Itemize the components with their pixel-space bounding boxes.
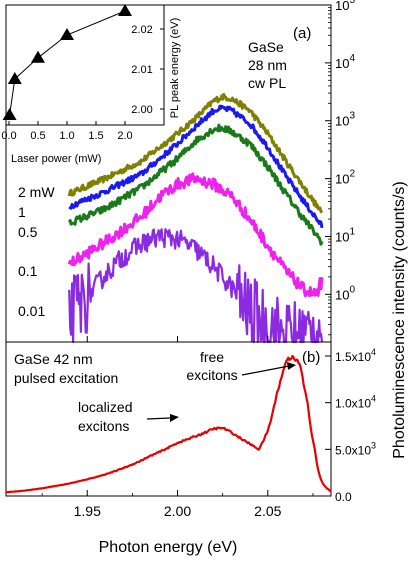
inset-point: [7, 72, 22, 84]
panel-a-label: (a): [293, 25, 311, 42]
series-line-3: [67, 123, 324, 246]
panel-a-series-labels: 2 mW 1 0.5 0.1 0.01: [18, 184, 55, 319]
inset-marks: [2, 4, 132, 120]
series-label-3: 0.5: [18, 224, 38, 240]
callout-localized-arrowhead: [170, 414, 179, 422]
series-line-b: [5, 354, 332, 494]
y-tick-label-b: 1.5x104: [335, 347, 376, 364]
inset-x-tick-label: 0.0: [1, 130, 16, 142]
inset-x-tick-label: 1.5: [88, 130, 103, 142]
y-tick-label-a: 100: [335, 284, 355, 302]
inset-point: [31, 50, 45, 63]
y-axis-label: Photoluminescence intensity (counts/s): [391, 181, 408, 458]
y-tick-label-a: 105: [335, 0, 355, 13]
y-tick-label-b: 5.0x103: [335, 440, 376, 457]
panel-b-annotation-line-1: GaSe 42 nm: [14, 351, 93, 367]
inset-y-tick-label: 2.00: [131, 104, 152, 116]
panel-b-frame: [5, 341, 332, 497]
inset-x-tick-label: 2.0: [117, 130, 132, 142]
inset-x-tick-label: 1.0: [59, 130, 74, 142]
callout-localized-arrow: [146, 417, 171, 420]
callout-localized-line-1: localized: [78, 399, 132, 415]
inset-point: [2, 108, 17, 120]
inset-chart: 0.0 0.5 1.0 1.5 2.0 2.00 2.01 2.02 Laser power …: [1, 4, 181, 165]
series-line-5: [68, 228, 324, 344]
series-label-5: 0.01: [18, 303, 45, 319]
series-line-1: [67, 92, 324, 214]
x-tick-label: 1.95: [74, 503, 101, 519]
y-tick-label-a: 101: [335, 226, 355, 244]
inset-frame: [5, 4, 165, 126]
y-tick-label-a: 102: [335, 169, 355, 187]
callout-free-arrowhead: [287, 362, 296, 370]
x-tick-label: 2.05: [254, 503, 281, 519]
callout-free-arrow: [241, 365, 290, 376]
y-tick-label-b: 1.0x104: [335, 394, 376, 411]
x-tick-label: 2.00: [164, 503, 191, 519]
y-tick-label-a: 103: [335, 111, 355, 129]
inset-x-tick-label: 0.5: [30, 130, 45, 142]
panel-b-label: (b): [302, 349, 320, 366]
y-tick-label-b: 0.0: [335, 490, 352, 504]
callout-localized-line-2: excitons: [78, 418, 129, 434]
panel-b-annotation-line-2: pulsed excitation: [14, 370, 118, 386]
series-label-2: 1: [18, 204, 26, 220]
inset-point: [118, 4, 132, 16]
inset-y-tick-label: 2.02: [131, 24, 152, 36]
inset-y-axis-label: PL peak energy (eV): [169, 18, 181, 118]
inset-point: [60, 28, 74, 40]
panel-a-curves: [67, 92, 324, 344]
panel-b-y-ticks: 0.0 5.0x103 1.0x104 1.5x104: [325, 347, 376, 504]
panel-a-annotation-line-3: cw PL: [248, 75, 286, 91]
series-label-1: 2 mW: [18, 184, 55, 200]
panel-a-annotation-line-2: 28 nm: [248, 57, 287, 73]
inset-x-axis-label: Laser power (mW): [11, 153, 101, 165]
x-axis-ticks: 1.95 2.00 2.05: [41, 336, 314, 519]
series-line-2: [68, 104, 324, 229]
series-label-4: 0.1: [18, 263, 38, 279]
panel-a-y-ticks: 100 101 102 103 104 105: [325, 0, 355, 336]
panel-b: 0.0 5.0x103 1.0x104 1.5x104 1.95 2.00 2.05 (b…: [5, 336, 376, 519]
panel-a-annotation-line-1: GaSe: [248, 39, 284, 55]
panel-b-curves: [5, 354, 332, 494]
y-tick-label-a: 104: [335, 53, 355, 71]
callout-free-line-2: excitons: [186, 367, 237, 383]
inset-y-tick-label: 2.01: [131, 64, 152, 76]
inset-ticks: 0.0 0.5 1.0 1.5 2.0 2.00 2.01 2.02: [1, 24, 164, 142]
x-axis-label: Photon energy (eV): [99, 539, 238, 556]
callout-free-line-1: free: [200, 349, 224, 365]
series-line-4: [67, 172, 324, 298]
